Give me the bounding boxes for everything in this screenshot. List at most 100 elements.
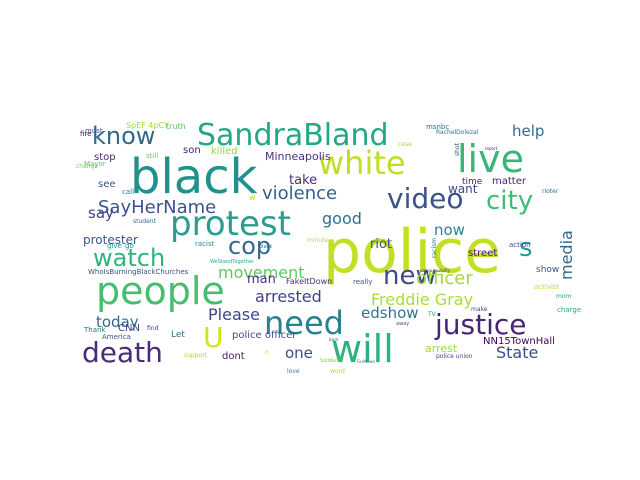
cloud-word-son: son bbox=[183, 145, 201, 156]
cloud-word-time: time bbox=[462, 177, 483, 187]
cloud-word-movement: movement bbox=[218, 263, 305, 282]
cloud-word-police: police bbox=[323, 217, 501, 287]
cloud-word-rioter: rioter bbox=[542, 188, 559, 195]
cloud-word-police-officer: police officer bbox=[232, 330, 297, 341]
cloud-word-nn15townhall: NN15TownHall bbox=[483, 336, 555, 347]
cloud-word-love: love bbox=[287, 368, 300, 375]
cloud-word-case: case bbox=[398, 141, 412, 148]
cloud-word-city: city bbox=[486, 186, 533, 216]
cloud-word-cop: cop bbox=[228, 232, 271, 260]
cloud-word-new: new bbox=[383, 261, 437, 291]
cloud-word-black: black bbox=[130, 149, 258, 205]
cloud-word-change: change bbox=[76, 163, 98, 170]
cloud-word-live: live bbox=[457, 137, 524, 181]
cloud-word-activist: activist bbox=[534, 283, 560, 291]
cloud-word-u: U bbox=[203, 321, 224, 354]
cloud-word-spef-4pcy: SpEF 4pCY bbox=[126, 121, 169, 130]
cloud-word-minute: minute bbox=[307, 237, 328, 244]
cloud-word-thank: Thank bbox=[83, 326, 106, 334]
cloud-word-s: s bbox=[519, 233, 533, 263]
cloud-word-police-brutality: police brutality bbox=[420, 268, 451, 273]
cloud-word-call: call bbox=[122, 188, 134, 196]
cloud-word-away: away bbox=[396, 321, 409, 327]
cloud-word-action: action bbox=[509, 241, 531, 249]
cloud-word-officer: officer bbox=[416, 268, 473, 289]
cloud-word-sayhername: SayHerName bbox=[98, 197, 216, 218]
cloud-word-watch: watch bbox=[93, 244, 165, 272]
cloud-word-must: must bbox=[85, 127, 103, 135]
cloud-word-america: America bbox=[102, 333, 131, 341]
cloud-word-student: student bbox=[133, 218, 157, 225]
cloud-word-death: death bbox=[82, 336, 163, 369]
cloud-word-racism: racism bbox=[431, 238, 438, 258]
cloud-word-support: support bbox=[184, 352, 208, 359]
cloud-word-one: one bbox=[285, 344, 313, 362]
cloud-word-arrest: arrest bbox=[425, 342, 458, 355]
cloud-word-let: Let bbox=[171, 330, 185, 340]
cloud-word-really: really bbox=[353, 278, 372, 286]
cloud-word-edshow: edshow bbox=[361, 304, 419, 322]
cloud-word-cnn: CNN bbox=[118, 323, 140, 334]
cloud-word-still: still bbox=[146, 152, 158, 160]
cloud-word-protester: protester bbox=[83, 233, 138, 247]
cloud-word-now: now bbox=[434, 221, 465, 239]
cloud-word-find: find bbox=[147, 325, 159, 332]
cloud-word-help: help bbox=[512, 122, 544, 140]
cloud-word-take: take bbox=[289, 173, 317, 188]
cloud-word-shot: shot bbox=[454, 142, 461, 156]
cloud-word-stop: stop bbox=[94, 152, 116, 163]
cloud-word-protest: protest bbox=[170, 204, 291, 244]
cloud-word-racist: racist bbox=[195, 240, 215, 248]
cloud-word-arrested: arrested bbox=[255, 287, 322, 306]
cloud-word-mayor: Mayor bbox=[84, 160, 106, 168]
cloud-word-rt: rt bbox=[265, 350, 269, 356]
cloud-word-sandrabland: SandraBland bbox=[197, 118, 389, 153]
cloud-word-will: will bbox=[331, 327, 394, 371]
cloud-word-riot: riot bbox=[370, 237, 392, 252]
cloud-word-know: know bbox=[92, 122, 155, 150]
cloud-word-media: media bbox=[557, 230, 576, 280]
cloud-word-matter: matter bbox=[492, 176, 527, 187]
cloud-word-report: report bbox=[485, 146, 498, 151]
cloud-word-need: need bbox=[264, 304, 344, 342]
cloud-word-word: word bbox=[330, 368, 345, 375]
cloud-word-say: say bbox=[88, 204, 114, 222]
cloud-word-racheldolezal: RachelDolezal bbox=[436, 129, 479, 136]
cloud-word-fakeitdown: FakeItDown bbox=[286, 277, 332, 286]
cloud-word-white: white bbox=[318, 144, 406, 182]
cloud-word-see: see bbox=[98, 179, 116, 190]
cloud-word-charge: charge bbox=[557, 306, 581, 314]
cloud-word-firenews: FireNews bbox=[357, 359, 375, 364]
cloud-word-minneapolis: Minneapolis bbox=[265, 150, 331, 163]
cloud-word-today: today bbox=[96, 313, 139, 331]
cloud-word-solidarity: Solidarity bbox=[320, 358, 344, 364]
cloud-word-westandtogether: WeStandTogether bbox=[210, 259, 255, 265]
cloud-word-give: give bbox=[107, 242, 122, 250]
cloud-word-mom: mom bbox=[556, 293, 572, 300]
cloud-word-whoisburningblackchurches: WhoIsBurningBlackChurches bbox=[88, 268, 189, 276]
cloud-word-tv: TV bbox=[427, 311, 437, 318]
cloud-word-killed: killed bbox=[211, 146, 238, 157]
cloud-word-w: w bbox=[249, 193, 256, 202]
cloud-word-justice: justice bbox=[434, 308, 527, 341]
cloud-word-want: want bbox=[448, 182, 478, 196]
cloud-word-people: people bbox=[96, 269, 225, 313]
cloud-word-freddie-gray: Freddie Gray bbox=[371, 290, 473, 309]
cloud-word-truth: truth bbox=[166, 122, 186, 131]
cloud-word-video: video bbox=[387, 182, 463, 215]
cloud-word-police-union: police union bbox=[436, 353, 473, 360]
cloud-word-show: show bbox=[536, 265, 559, 275]
cloud-word-please: Please bbox=[208, 305, 260, 324]
cloud-word-msnbc: msnbc bbox=[426, 123, 449, 131]
cloud-word-dont: dont bbox=[222, 351, 245, 362]
cloud-word-street: street bbox=[468, 248, 497, 259]
cloud-word-fire: fire bbox=[80, 130, 91, 138]
cloud-word-man: man bbox=[247, 272, 276, 287]
cloud-word-state: State bbox=[496, 343, 538, 362]
cloud-word-go: go bbox=[125, 242, 134, 250]
cloud-word-good: good bbox=[322, 209, 362, 228]
cloud-word-black: black bbox=[259, 244, 272, 250]
cloud-word-back: back bbox=[329, 337, 339, 342]
